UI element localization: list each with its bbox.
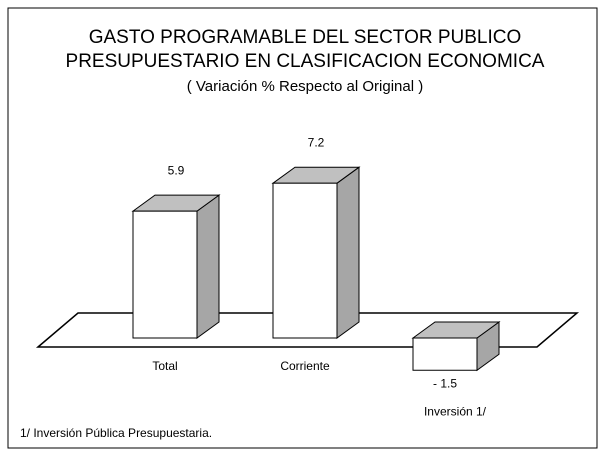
chart-subtitle: ( Variación % Respecto al Original ) xyxy=(187,78,423,95)
x-tick-label: Inversión 1/ xyxy=(424,404,487,418)
value-label: 5.9 xyxy=(168,163,185,177)
x-tick-label: Total xyxy=(152,359,177,373)
bar-side xyxy=(196,194,220,339)
bar-side xyxy=(336,166,360,339)
value-label: 7.2 xyxy=(308,135,325,149)
x-tick-label: Corriente xyxy=(280,359,330,373)
value-label: - 1.5 xyxy=(433,376,457,390)
bar xyxy=(132,210,198,339)
chart-title: PRESUPUESTARIO EN CLASIFICACION ECONOMIC… xyxy=(66,51,545,72)
chart-title: GASTO PROGRAMABLE DEL SECTOR PUBLICO xyxy=(89,27,522,48)
bar xyxy=(272,182,338,339)
footnote: 1/ Inversión Pública Presupuestaria. xyxy=(20,426,212,440)
bar xyxy=(412,337,478,371)
